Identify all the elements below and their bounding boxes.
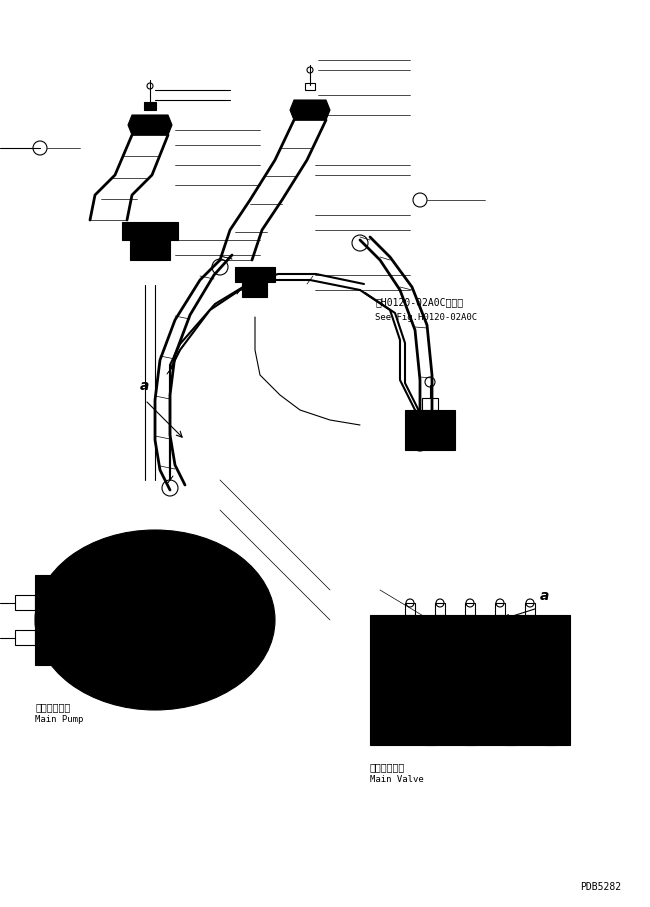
Bar [15, 595, 35, 610]
Ellipse shape [35, 530, 275, 710]
Bar [465, 733, 475, 745]
Bar [122, 222, 178, 240]
Circle shape [114, 630, 120, 637]
Bar [15, 630, 35, 645]
Bar [130, 235, 170, 260]
Circle shape [106, 571, 114, 579]
Circle shape [547, 732, 553, 738]
Circle shape [194, 657, 200, 662]
Text: メインバルブ: メインバルブ [370, 762, 405, 772]
Circle shape [170, 578, 176, 583]
Bar [465, 603, 475, 615]
Circle shape [120, 555, 250, 685]
Circle shape [387, 622, 393, 628]
Bar [370, 615, 570, 745]
Bar [405, 410, 455, 450]
Text: See Fig.H0120-02A0C: See Fig.H0120-02A0C [375, 313, 477, 322]
Text: a: a [540, 589, 549, 603]
Text: Main Pump: Main Pump [35, 715, 83, 724]
Polygon shape [128, 115, 172, 135]
Bar [495, 603, 505, 615]
Circle shape [218, 582, 224, 589]
Text: PDB5282: PDB5282 [580, 882, 621, 892]
Text: a: a [140, 379, 150, 393]
Bar [435, 603, 445, 615]
Text: メインポンプ: メインポンプ [35, 702, 70, 712]
Circle shape [250, 603, 255, 610]
Bar [242, 277, 267, 297]
Text: Main Valve: Main Valve [370, 775, 424, 784]
Circle shape [387, 732, 393, 738]
Circle shape [237, 643, 243, 649]
Bar [405, 603, 415, 615]
Bar [425, 733, 435, 745]
Circle shape [467, 732, 473, 738]
Bar [305, 83, 315, 90]
Circle shape [146, 651, 152, 658]
Bar [545, 733, 555, 745]
Bar [235, 267, 275, 282]
Circle shape [467, 622, 473, 628]
Bar [412, 418, 448, 442]
Circle shape [56, 571, 64, 579]
Bar [422, 398, 438, 410]
Circle shape [547, 622, 553, 628]
Bar [35, 575, 105, 665]
Bar [505, 733, 515, 745]
Circle shape [177, 612, 193, 628]
Circle shape [127, 591, 133, 598]
Bar [144, 102, 156, 110]
Circle shape [81, 571, 89, 579]
Bar [525, 603, 535, 615]
Text: 第H0120-02A0C図参照: 第H0120-02A0C図参照 [375, 297, 463, 307]
Polygon shape [290, 100, 330, 120]
